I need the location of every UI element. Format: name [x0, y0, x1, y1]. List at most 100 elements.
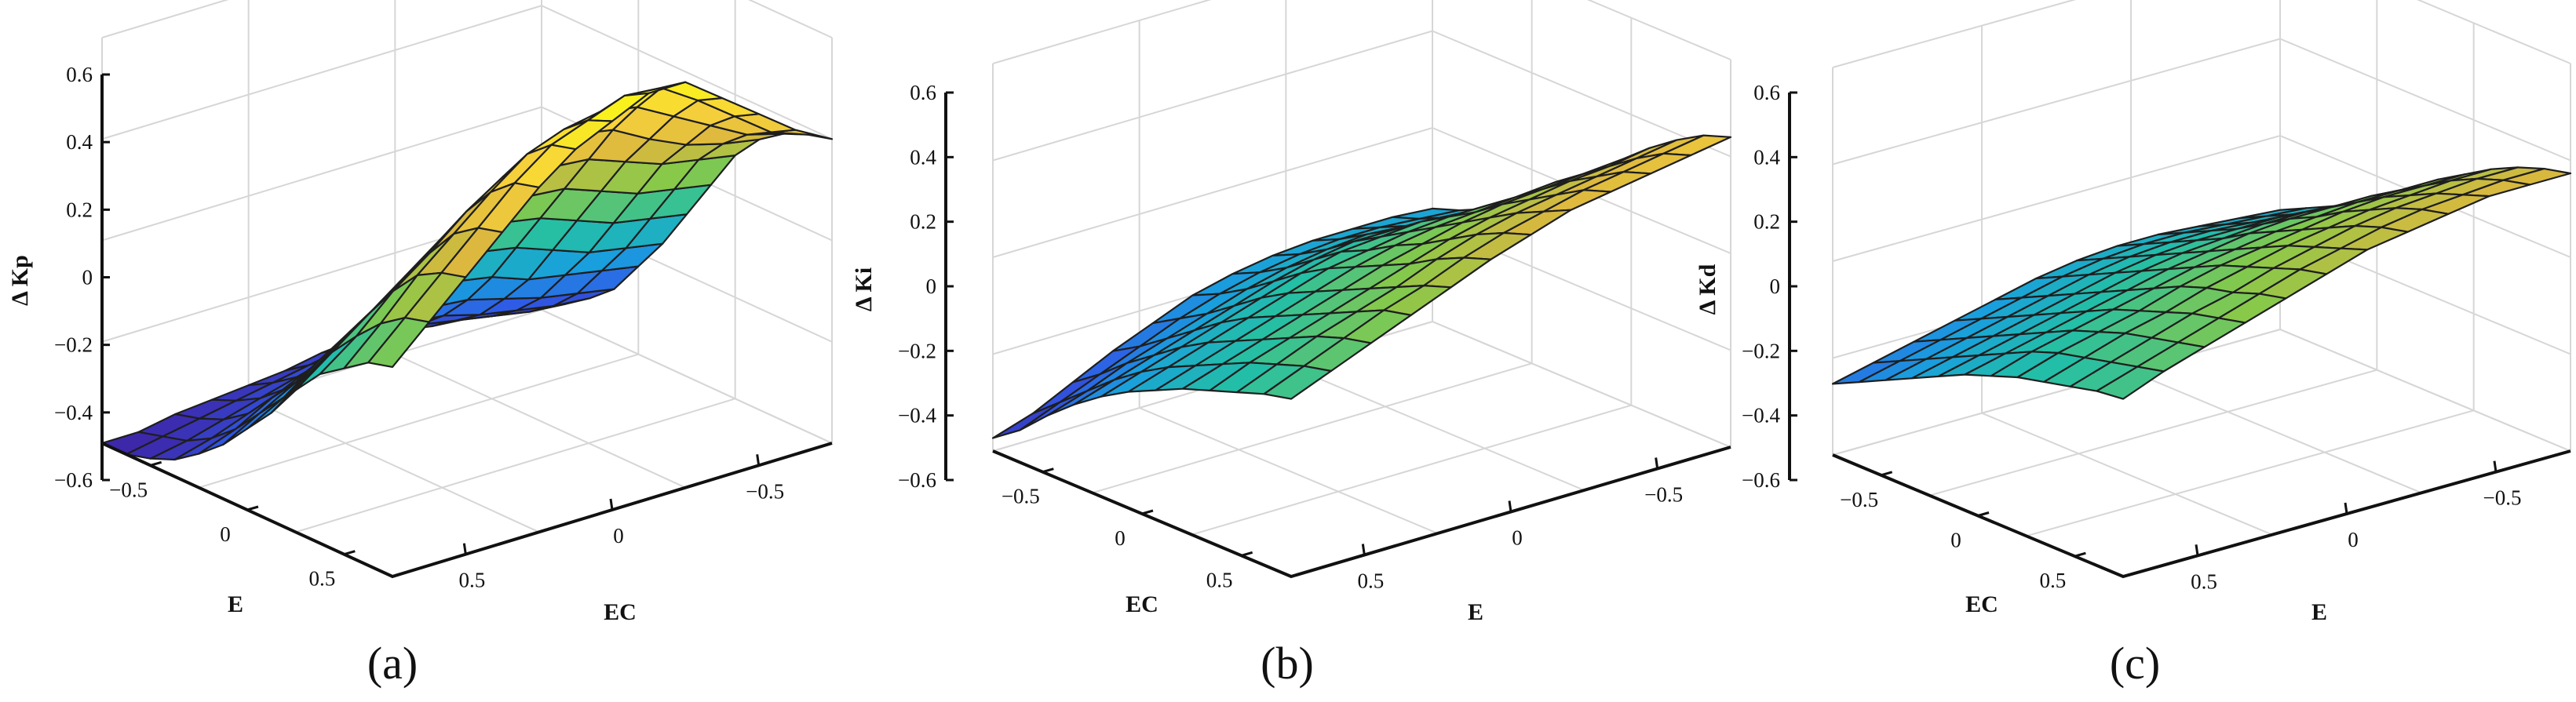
- x-tick: [2074, 551, 2086, 558]
- y-tick-label: 0.5: [458, 569, 485, 592]
- y-tick: [2195, 544, 2199, 556]
- grid-line: [992, 320, 1731, 452]
- x-tick-label: −0.5: [109, 478, 148, 501]
- y-tick-label: 0: [2348, 528, 2359, 551]
- z-axis-label: Δ Ki: [851, 267, 877, 311]
- grid-line: [2026, 409, 2474, 537]
- z-tick-label: 0.6: [66, 63, 93, 86]
- grid-line: [394, 353, 686, 489]
- x-axis-label: EC: [1965, 591, 1998, 617]
- x-tick: [150, 460, 162, 467]
- y-tick-label: −0.5: [2483, 486, 2522, 510]
- x-tick: [1042, 467, 1054, 474]
- y-tick: [462, 543, 467, 555]
- grid-line: [199, 353, 639, 489]
- axes: 0.6 0.4 0.2 0 −0.2 −0.4 −0.6 Δ Kd −0.5 0 0.5 0.5 0 −0…: [1695, 81, 2571, 625]
- y-tick: [1655, 457, 1659, 469]
- z-tick-label: 0.4: [910, 145, 936, 169]
- x-axis-label: E: [228, 591, 243, 617]
- grid-line: [1092, 362, 1532, 494]
- z-tick-label: −0.2: [1742, 339, 1780, 362]
- grid-line: [101, 0, 833, 38]
- x-tick: [246, 505, 259, 511]
- surface-face: [2096, 366, 2165, 400]
- y-tick-label: −0.5: [746, 479, 784, 503]
- x-tick: [343, 550, 356, 556]
- z-tick-label: 0: [82, 266, 93, 289]
- grid-line: [101, 5, 833, 140]
- grid-line: [1832, 328, 2571, 456]
- x-tick: [1141, 509, 1154, 515]
- x-tick-label: −0.5: [1840, 488, 1878, 511]
- grid-line: [2130, 370, 2422, 494]
- surface-face: [367, 317, 430, 368]
- y-tick: [2493, 460, 2498, 472]
- y-tick: [1361, 544, 1366, 555]
- y-tick-label: −0.5: [1644, 483, 1683, 507]
- axes: 0.6 0.4 0.2 0 −0.2 −0.4 −0.6 Δ Ki −0.5 0 0.5 0.5 0 −0…: [851, 81, 1731, 625]
- z-tick-label: 0.2: [66, 198, 93, 221]
- x-tick: [1977, 511, 1990, 517]
- panel-b-ki-surface: 0.6 0.4 0.2 0 −0.2 −0.4 −0.6 Δ Ki −0.5 0 0.5 0.5 0 −0…: [851, 0, 1732, 689]
- grid-line: [992, 126, 1731, 258]
- x-tick-label: 0.5: [2039, 569, 2066, 592]
- x-axis-label: EC: [1126, 591, 1158, 617]
- floor-axis: [101, 442, 833, 579]
- z-axis-label: Δ Kd: [1695, 264, 1720, 315]
- z-tick-label: −0.4: [54, 401, 93, 424]
- grid-line: [248, 398, 540, 533]
- z-tick-label: −0.6: [898, 468, 936, 492]
- panel-a-kp-surface: 0.6 0.4 0.2 0 −0.2 −0.4 −0.6 Δ Kp −0.5 0 0.5 0.5 0 −0…: [7, 0, 834, 689]
- z-tick-label: 0.2: [910, 210, 936, 234]
- x-tick: [1881, 471, 1893, 477]
- y-axis-label: E: [2311, 599, 2327, 625]
- z-tick-label: 0.4: [66, 130, 93, 154]
- panel-caption: (b): [1261, 638, 1314, 689]
- grid-line: [295, 398, 735, 533]
- panel-c-kd-surface: 0.6 0.4 0.2 0 −0.2 −0.4 −0.6 Δ Kd −0.5 0 0.5 0.5 0 −0…: [1695, 0, 2572, 689]
- y-tick-label: 0: [613, 524, 624, 547]
- grid-line: [1285, 364, 1585, 491]
- x-tick-label: −0.5: [1002, 485, 1040, 508]
- y-tick: [2344, 502, 2348, 515]
- y-tick-label: 0.5: [2191, 569, 2217, 593]
- y-tick-label: 0: [1512, 526, 1523, 550]
- x-tick-label: 0: [1950, 529, 1961, 552]
- z-tick-label: 0: [926, 275, 937, 298]
- z-tick-label: −0.2: [898, 339, 936, 362]
- axes: 0.6 0.4 0.2 0 −0.2 −0.4 −0.6 Δ Kp −0.5 0 0.5 0.5 0 −0…: [7, 63, 833, 625]
- floor-axis: [1832, 449, 2571, 579]
- grid-line: [101, 106, 833, 242]
- z-tick-label: 0.6: [910, 81, 936, 104]
- grid-line: [992, 30, 1731, 162]
- grid-line: [1139, 407, 1439, 534]
- surface-mesh: [991, 134, 1732, 439]
- z-tick-label: −0.6: [54, 468, 93, 492]
- surface-mesh: [100, 81, 834, 461]
- x-tick-label: 0.5: [308, 567, 335, 591]
- grid-line: [1832, 134, 2571, 262]
- y-tick: [1508, 500, 1512, 512]
- y-tick: [609, 498, 614, 511]
- y-axis-label: EC: [604, 599, 637, 625]
- x-tick-label: 0: [1115, 526, 1126, 550]
- z-tick-label: 0.4: [1753, 145, 1780, 169]
- x-tick-label: 0: [220, 522, 231, 546]
- y-tick-label: 0.5: [1357, 569, 1384, 593]
- z-tick-label: 0: [1770, 275, 1781, 298]
- panel-caption: (a): [367, 638, 418, 689]
- grid-line: [1191, 404, 1632, 536]
- y-axis-label: E: [1468, 599, 1483, 625]
- grid-line: [1981, 412, 2273, 536]
- surface-mesh: [1831, 166, 2572, 400]
- z-axis-label: Δ Kp: [7, 255, 33, 306]
- z-tick-label: −0.4: [898, 404, 936, 427]
- y-tick: [756, 454, 761, 466]
- x-tick: [1241, 551, 1253, 557]
- x-tick-label: 0.5: [1206, 568, 1233, 591]
- surface-face: [1263, 365, 1333, 400]
- grid-line: [1929, 369, 2377, 496]
- z-tick-label: −0.4: [1742, 404, 1780, 427]
- grid-line: [1832, 38, 2571, 165]
